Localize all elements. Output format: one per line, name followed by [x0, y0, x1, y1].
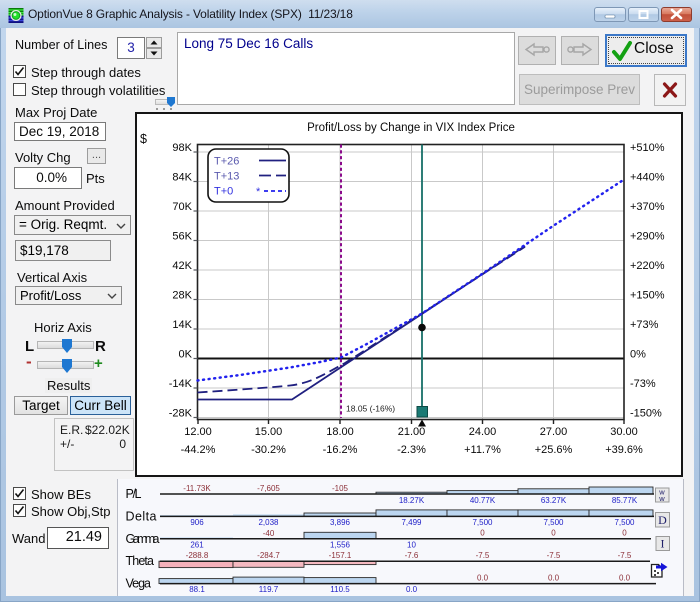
- svg-text:30.00: 30.00: [610, 426, 638, 438]
- svg-text:+370%: +370%: [630, 201, 665, 213]
- svg-text:2,038: 2,038: [258, 518, 279, 527]
- svg-text:110.5: 110.5: [330, 585, 350, 594]
- svg-text:+11.7%: +11.7%: [464, 444, 501, 456]
- svg-text:70K: 70K: [172, 201, 192, 213]
- svg-text:I: I: [661, 537, 665, 551]
- svg-text:Delta: Delta: [126, 509, 157, 523]
- svg-text:T+0: T+0: [214, 186, 233, 198]
- svg-text:7,499: 7,499: [401, 518, 422, 527]
- svg-text:-2.3%: -2.3%: [397, 444, 426, 456]
- svg-text:-14K: -14K: [169, 378, 193, 390]
- svg-text:-105: -105: [332, 484, 349, 493]
- svg-text:-7.5: -7.5: [618, 551, 632, 560]
- svg-text:-157.1: -157.1: [329, 551, 352, 560]
- svg-text:119.7: 119.7: [259, 585, 279, 594]
- svg-text:906: 906: [190, 518, 204, 527]
- svg-text:15.00: 15.00: [255, 426, 283, 438]
- svg-text:27.00: 27.00: [540, 426, 568, 438]
- svg-text:63.27K: 63.27K: [541, 496, 567, 505]
- svg-text:+510%: +510%: [630, 142, 665, 154]
- svg-text:40.77K: 40.77K: [470, 496, 496, 505]
- svg-text:18.05 (-16%): 18.05 (-16%): [346, 404, 395, 414]
- svg-text:1,556: 1,556: [330, 541, 351, 550]
- svg-text:-288.8: -288.8: [186, 551, 209, 560]
- svg-text:T+26: T+26: [214, 156, 239, 168]
- svg-text:85.77K: 85.77K: [612, 496, 638, 505]
- svg-text:12.00: 12.00: [184, 426, 212, 438]
- svg-text:-7.6: -7.6: [405, 551, 419, 560]
- svg-text:Profit/Loss by Change in VIX I: Profit/Loss by Change in VIX Index Price: [307, 122, 515, 134]
- svg-text:-28K: -28K: [169, 408, 193, 420]
- svg-text:7,500: 7,500: [472, 518, 493, 527]
- svg-text:Theta: Theta: [126, 554, 155, 568]
- svg-text:+440%: +440%: [630, 172, 665, 184]
- svg-text:0K: 0K: [179, 349, 193, 361]
- svg-text:*: *: [256, 186, 261, 198]
- svg-text:w: w: [658, 488, 665, 497]
- svg-text:28K: 28K: [172, 290, 192, 302]
- svg-text:3,896: 3,896: [330, 518, 351, 527]
- svg-text:0: 0: [480, 529, 485, 538]
- svg-text:P/L: P/L: [126, 487, 142, 501]
- svg-text:42K: 42K: [172, 260, 192, 272]
- svg-text:$: $: [140, 132, 147, 146]
- svg-text:98K: 98K: [172, 142, 192, 154]
- svg-text:7,500: 7,500: [614, 518, 635, 527]
- svg-text:+150%: +150%: [630, 290, 665, 302]
- svg-text:-73%: -73%: [630, 378, 656, 390]
- svg-text:-284.7: -284.7: [257, 551, 280, 560]
- svg-text:14K: 14K: [172, 319, 192, 331]
- svg-text:-7.5: -7.5: [547, 551, 561, 560]
- svg-text:D: D: [658, 513, 667, 527]
- svg-text:0: 0: [622, 529, 627, 538]
- svg-text:+25.6%: +25.6%: [535, 444, 573, 456]
- svg-text:18.00: 18.00: [326, 426, 354, 438]
- svg-text:21.00: 21.00: [398, 426, 426, 438]
- svg-text:88.1: 88.1: [189, 585, 205, 594]
- svg-text:0.0: 0.0: [548, 574, 560, 583]
- svg-text:-30.2%: -30.2%: [251, 444, 286, 456]
- svg-text:+73%: +73%: [630, 319, 659, 331]
- svg-text:0%: 0%: [630, 349, 646, 361]
- svg-text:261: 261: [190, 541, 204, 550]
- svg-text:24.00: 24.00: [469, 426, 497, 438]
- svg-text:-7.5: -7.5: [476, 551, 490, 560]
- svg-text:0.0: 0.0: [619, 574, 631, 583]
- svg-text:7,500: 7,500: [543, 518, 564, 527]
- svg-text:Vega: Vega: [126, 577, 152, 591]
- svg-text:84K: 84K: [172, 172, 192, 184]
- svg-text:-16.2%: -16.2%: [323, 444, 358, 456]
- svg-text:-150%: -150%: [630, 408, 662, 420]
- svg-text:+39.6%: +39.6%: [605, 444, 643, 456]
- svg-text:56K: 56K: [172, 231, 192, 243]
- svg-text:0.0: 0.0: [406, 585, 418, 594]
- svg-text:18.27K: 18.27K: [399, 496, 425, 505]
- svg-text:10: 10: [407, 541, 416, 550]
- svg-text:-11.73K: -11.73K: [183, 484, 211, 493]
- svg-text:-40: -40: [263, 529, 275, 538]
- svg-text:w: w: [658, 494, 665, 503]
- svg-text:0.0: 0.0: [477, 574, 489, 583]
- svg-text:-7,605: -7,605: [257, 484, 280, 493]
- svg-text:0: 0: [551, 529, 556, 538]
- svg-text:Gamma: Gamma: [126, 532, 160, 546]
- svg-text:T+13: T+13: [214, 171, 239, 183]
- svg-text:+220%: +220%: [630, 260, 665, 272]
- svg-text:-44.2%: -44.2%: [181, 444, 216, 456]
- svg-text:+290%: +290%: [630, 231, 665, 243]
